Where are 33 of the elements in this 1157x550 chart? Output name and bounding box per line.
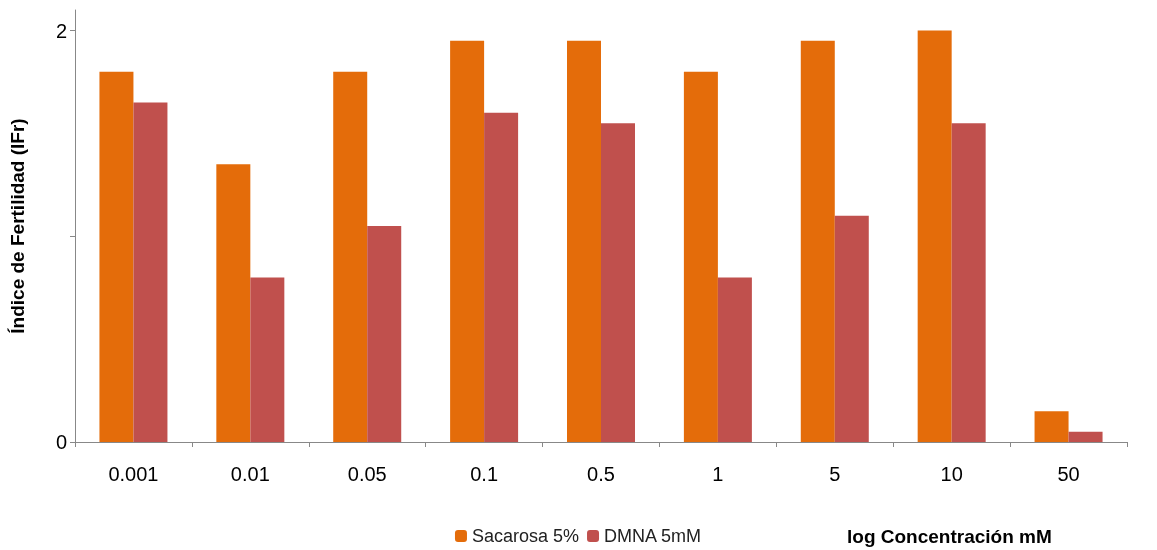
x-tick-label: 50: [1057, 463, 1080, 485]
bar: [333, 71, 368, 442]
x-tick-label: 10: [940, 463, 963, 485]
x-tick-label: 0.1: [470, 463, 499, 485]
y-tick-label: 2: [55, 19, 67, 42]
bar: [250, 277, 285, 442]
x-tick-label: 5: [829, 463, 841, 485]
bar: [834, 215, 869, 442]
bar: [99, 71, 134, 442]
legend-label: Sacarosa 5%: [471, 526, 580, 546]
bar: [717, 277, 752, 442]
bar: [1034, 411, 1069, 442]
bar: [450, 40, 485, 442]
bar: [800, 40, 835, 442]
x-axis-title: log Concentración mM: [847, 526, 1052, 547]
bar: [367, 226, 402, 442]
legend-label: DMNA 5mM: [604, 526, 702, 546]
x-tick-label: 1: [712, 463, 724, 485]
bar: [951, 123, 986, 442]
x-tick-label: 0.05: [347, 463, 387, 485]
x-tick-label: 0.01: [230, 463, 270, 485]
bar: [133, 102, 168, 442]
y-tick-label: 0: [55, 431, 67, 453]
x-tick-label: 0.5: [587, 463, 615, 485]
bar: [683, 71, 718, 442]
bar: [216, 164, 251, 442]
bar: [567, 40, 601, 442]
bar: [601, 123, 635, 442]
bar: [1068, 431, 1103, 442]
y-axis-title: Índice de Fertilidad (IFr): [7, 118, 28, 334]
bar: [484, 112, 519, 442]
bar: [917, 30, 952, 442]
x-tick-label: 0.001: [108, 463, 159, 485]
